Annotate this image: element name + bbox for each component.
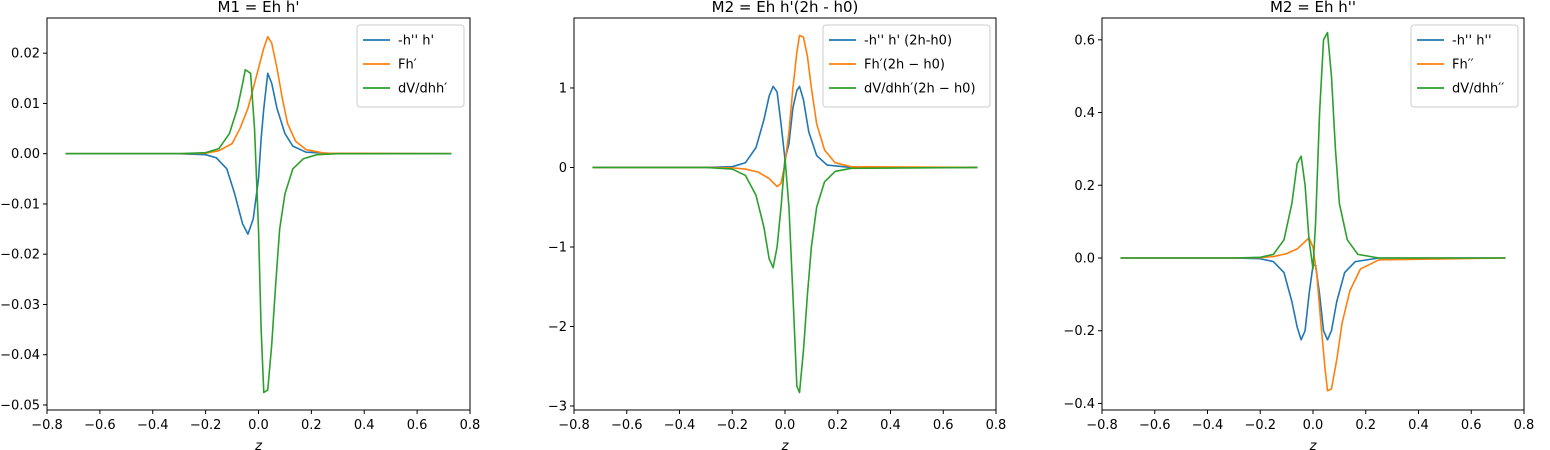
series-line-3 <box>1120 31 1506 270</box>
y-tick-label: −0.01 <box>0 197 40 212</box>
legend-label: -h'' h'' <box>1452 34 1492 49</box>
series-line-3 <box>65 68 452 394</box>
legend-box <box>1410 24 1519 108</box>
y-tick-label: 0.01 <box>11 97 40 112</box>
x-tick-label: 0.8 <box>986 418 1007 433</box>
y-tick-label: 0 <box>559 161 567 176</box>
x-tick-label: −0.8 <box>558 418 590 433</box>
y-tick-label: −2 <box>548 320 567 335</box>
x-tick-label: 0.8 <box>1514 418 1535 433</box>
x-tick-label: −0.6 <box>611 418 643 433</box>
y-tick-label: 0.4 <box>1074 106 1095 121</box>
x-tick-label: −0.4 <box>1192 418 1224 433</box>
legend: -h'' h' (2h-h0) Fh′(2h − h0) dV/dhh′(2h − … <box>822 24 991 108</box>
x-tick-label: −0.8 <box>31 418 63 433</box>
y-tick-label: −0.03 <box>0 298 40 313</box>
x-tick-label: 0.6 <box>407 418 428 433</box>
x-tick-label: 0.0 <box>775 418 796 433</box>
x-tick-label: −0.4 <box>137 418 169 433</box>
series-line-3 <box>592 157 978 394</box>
x-tick-label: −0.4 <box>664 418 696 433</box>
x-tick-label: 0.4 <box>1408 418 1429 433</box>
chart-title: M2 = Eh h'' <box>1270 0 1356 16</box>
series-line-2 <box>592 34 978 188</box>
y-tick-label: −0.05 <box>0 398 40 413</box>
subplot-3: −0.8 −0.6 −0.4 −0.2 0.0 0.2 0.4 0.6 0.8 −0.4 −0.2 0… <box>1063 0 1534 450</box>
x-tick-label: 0.0 <box>248 418 269 433</box>
y-tick-label: 1 <box>559 81 567 96</box>
x-tick-label: −0.2 <box>716 418 748 433</box>
series-line-2 <box>1120 237 1506 392</box>
series-line-2 <box>65 35 452 155</box>
plot-area <box>65 35 452 394</box>
y-tick-label: −0.2 <box>1063 324 1095 339</box>
x-axis-label: z <box>781 439 790 450</box>
legend-box <box>356 24 465 108</box>
y-tick-label: 0.0 <box>1074 252 1095 267</box>
y-tick-label: −0.4 <box>1063 397 1095 412</box>
chart-title: M1 = Eh h' <box>218 0 300 16</box>
x-tick-label: 0.2 <box>827 418 848 433</box>
y-tick-label: 0.2 <box>1074 179 1095 194</box>
y-tick-label: 0.6 <box>1074 33 1095 48</box>
x-tick-label: 0.6 <box>1461 418 1482 433</box>
y-tick-label: 0.02 <box>11 47 40 62</box>
legend-label: Fh′′ <box>1452 58 1474 73</box>
legend-box <box>822 24 991 108</box>
x-tick-label: 0.2 <box>301 418 322 433</box>
legend-label: dV/dhh′ <box>398 82 447 97</box>
x-tick-label: 0.2 <box>1355 418 1376 433</box>
legend-label: dV/dhh′′ <box>1452 82 1504 97</box>
x-tick-label: −0.2 <box>190 418 222 433</box>
legend-label: Fh′(2h − h0) <box>864 58 945 73</box>
series-line-1 <box>65 72 452 235</box>
x-tick-label: 0.0 <box>1303 418 1324 433</box>
y-tick-label: 0.00 <box>11 147 40 162</box>
legend: -h'' h'' Fh′′ dV/dhh′′ <box>1410 24 1519 108</box>
plot-area <box>1120 31 1506 392</box>
y-tick-label: −0.02 <box>0 248 40 263</box>
legend: -h'' h' Fh′ dV/dhh′ <box>356 24 465 108</box>
chart-title: M2 = Eh h'(2h - h0) <box>712 0 859 16</box>
legend-label: Fh′ <box>398 58 417 73</box>
legend-label: -h'' h' <box>398 34 434 49</box>
x-tick-label: −0.6 <box>84 418 116 433</box>
y-tick-label: −0.04 <box>0 348 40 363</box>
x-tick-label: 0.4 <box>354 418 375 433</box>
plot-area <box>592 34 978 394</box>
x-axis-label: z <box>1309 439 1318 450</box>
x-axis-label: z <box>254 439 263 450</box>
subplot-2: −0.8 −0.6 −0.4 −0.2 0.0 0.2 0.4 0.6 0.8 −3 −2 −1 0 1 M… <box>548 0 1007 450</box>
legend-label: -h'' h' (2h-h0) <box>864 34 952 49</box>
x-tick-label: 0.4 <box>880 418 901 433</box>
x-tick-label: 0.8 <box>460 418 481 433</box>
subplot-1: −0.8 −0.6 −0.4 −0.2 0.0 0.2 0.4 0.6 0.8 −0.05 −0.0… <box>0 0 480 450</box>
y-tick-label: −1 <box>548 240 567 255</box>
x-tick-label: −0.6 <box>1139 418 1171 433</box>
y-tick-label: −3 <box>548 400 567 415</box>
x-tick-label: 0.6 <box>933 418 954 433</box>
x-tick-label: −0.2 <box>1244 418 1276 433</box>
legend-label: dV/dhh′(2h − h0) <box>864 82 976 97</box>
x-tick-label: −0.8 <box>1086 418 1118 433</box>
